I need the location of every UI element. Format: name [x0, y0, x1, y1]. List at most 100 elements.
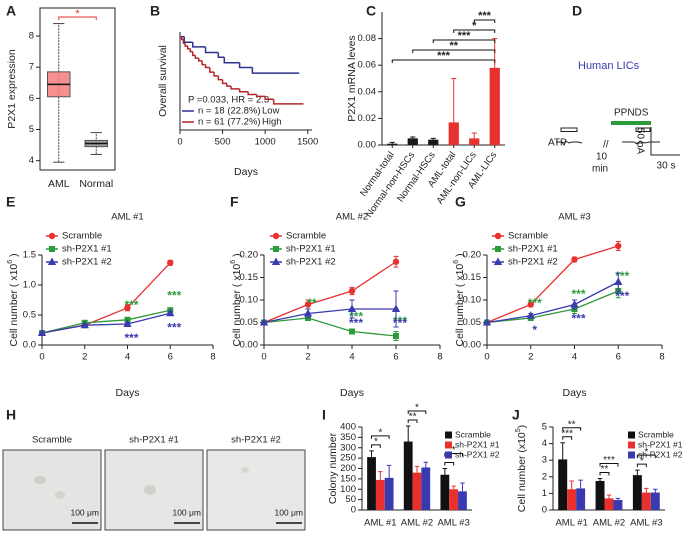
line	[486, 281, 619, 324]
legend-marker	[271, 257, 281, 265]
x-tick-label: AML #2	[593, 518, 625, 529]
x-tick-label: 8	[659, 352, 664, 363]
significance-bracket	[473, 19, 496, 23]
break-mark: //	[603, 140, 609, 151]
survival-step	[264, 96, 274, 100]
survival-step	[251, 67, 300, 74]
y-tick-label: 5	[542, 422, 547, 433]
y-tick-label: 3	[542, 455, 547, 466]
drug-bar	[611, 121, 651, 125]
error-bar	[635, 469, 640, 476]
panel-letter: E	[6, 194, 15, 210]
y-tick-label: 0.05	[463, 317, 482, 328]
x-tick-label: 0	[484, 352, 489, 363]
y-axis-label: Cell number ( x106 )	[453, 253, 465, 346]
legend-label: Scramble	[286, 231, 326, 242]
y-axis-label-part: Cell number ( x10	[231, 264, 243, 347]
significance: **	[307, 296, 317, 310]
significance-bracket	[562, 427, 582, 431]
y-axis-label-part: Cell number ( x10	[8, 264, 20, 347]
y-tick-label: 250	[340, 453, 356, 464]
significance: **	[409, 412, 417, 423]
significance-bracket	[444, 453, 463, 457]
significance: *	[374, 437, 378, 448]
line	[263, 261, 397, 324]
survival-step	[221, 79, 227, 85]
marker	[167, 259, 174, 266]
bar	[448, 122, 459, 145]
x-tick-label: 2	[82, 352, 87, 363]
significance-bracket	[562, 436, 573, 440]
y-tick-label: 8	[29, 31, 34, 42]
legend-marker	[494, 232, 502, 240]
significance: *	[532, 323, 537, 337]
bar	[375, 479, 385, 510]
y-tick-label: 0.20	[463, 250, 482, 261]
colony	[241, 467, 249, 473]
error-bar	[442, 468, 448, 475]
panel-letter: C	[366, 3, 376, 19]
plot-frame	[39, 7, 116, 171]
bar	[440, 474, 450, 510]
y-tick-label: 0.15	[463, 272, 482, 283]
significance-bracket	[371, 444, 381, 448]
error-bar	[653, 488, 658, 493]
significance: **	[568, 419, 576, 430]
error-bar	[451, 78, 457, 123]
y-tick-label: 0.08	[358, 33, 377, 44]
y-axis-label-part: Cell number ( x10	[454, 264, 466, 347]
bar	[458, 491, 467, 510]
x-tick-label: AML #1	[364, 518, 396, 529]
marker	[37, 328, 47, 336]
marker	[124, 304, 131, 311]
significance: **	[601, 464, 609, 475]
significance-bracket	[407, 410, 427, 414]
significance: ***	[349, 316, 363, 330]
chart-title: AML #2	[336, 212, 368, 223]
error-bar	[389, 141, 395, 144]
x-axis-label: Days	[116, 387, 140, 399]
survival-step	[230, 86, 240, 90]
x-tick-label: 500	[215, 137, 231, 148]
y-axis-label-part: )	[454, 253, 466, 259]
bar	[387, 143, 398, 145]
survival-step	[189, 48, 193, 53]
y-tick-label: 200	[340, 463, 356, 474]
y-axis-label-part: 6	[7, 260, 14, 264]
error-bar	[560, 442, 565, 460]
y-axis-label-part: 6	[230, 260, 237, 264]
bar	[412, 472, 422, 510]
survival-step	[272, 99, 304, 105]
significance: ***	[349, 310, 363, 324]
x-tick-label: 4	[572, 352, 577, 363]
y-tick-label: 0.10	[463, 295, 482, 306]
panel-letter: H	[6, 407, 16, 423]
significance: ***	[167, 288, 181, 302]
y-tick-label: 7	[29, 62, 34, 73]
marker	[80, 320, 89, 329]
y-tick-label: 350	[340, 432, 356, 443]
survival-step	[255, 94, 266, 98]
significance: ***	[124, 298, 138, 312]
legend-swatch	[628, 441, 635, 449]
panel-letter: B	[150, 3, 160, 19]
significance: ***	[603, 455, 615, 466]
survival-step	[223, 57, 240, 64]
legend-label: sh-P2X1 #2	[638, 449, 683, 459]
bar	[489, 67, 500, 145]
significance-bracket	[371, 435, 390, 439]
significance: ***	[458, 30, 472, 42]
significance-bracket	[636, 454, 656, 459]
y-tick-label: 1.5	[23, 250, 36, 261]
y-tick-label: 0.00	[463, 340, 482, 351]
legend-marker	[49, 246, 55, 252]
marker	[392, 258, 400, 265]
y-tick-label: 300	[340, 442, 356, 453]
colony	[55, 491, 65, 499]
marker	[166, 308, 175, 317]
legend-group: Low	[262, 106, 280, 117]
survival-step	[204, 46, 219, 54]
micrograph	[206, 449, 306, 531]
significance-bracket	[599, 462, 619, 467]
bar	[407, 138, 418, 145]
